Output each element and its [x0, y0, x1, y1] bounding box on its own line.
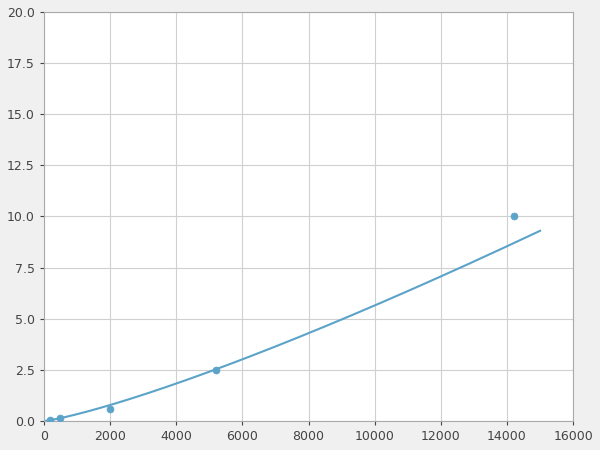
Point	[105, 405, 115, 412]
Point	[211, 366, 221, 373]
Point	[46, 416, 55, 423]
Point	[509, 213, 518, 220]
Point	[56, 414, 65, 422]
